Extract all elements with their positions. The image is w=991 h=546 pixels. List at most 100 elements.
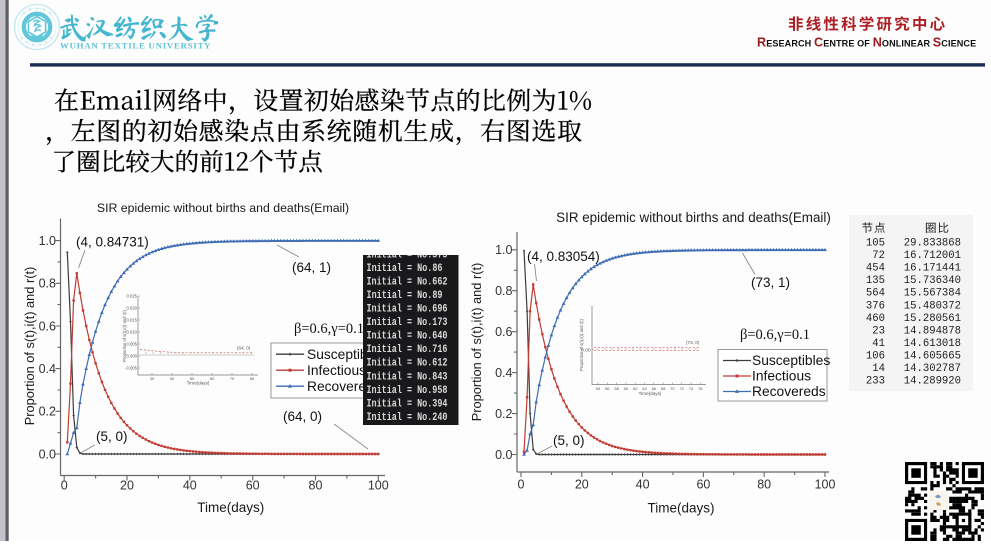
svg-text:(64, 0): (64, 0): [237, 346, 251, 351]
svg-text:Infectious: Infectious: [307, 363, 366, 378]
svg-text:70: 70: [230, 376, 235, 381]
svg-text:106: 106: [866, 351, 885, 363]
svg-text:66: 66: [652, 386, 657, 391]
svg-text:Time(days): Time(days): [639, 391, 662, 396]
svg-text:(73, 1): (73, 1): [751, 275, 790, 290]
svg-text:72: 72: [679, 386, 684, 391]
svg-text:0.010: 0.010: [127, 330, 138, 335]
svg-text:23: 23: [872, 325, 885, 337]
svg-text:0.4: 0.4: [495, 366, 512, 380]
svg-text:S: S: [933, 36, 942, 50]
svg-text:40: 40: [170, 376, 175, 381]
svg-text:29.833868: 29.833868: [904, 238, 961, 250]
svg-text:70: 70: [670, 386, 675, 391]
svg-text:50: 50: [190, 376, 195, 381]
svg-text:80: 80: [757, 478, 771, 492]
svg-text:ESEARCH: ESEARCH: [766, 39, 811, 49]
svg-text:Initial = No.394: Initial = No.394: [367, 398, 448, 410]
svg-text:Initial = No.89: Initial = No.89: [367, 290, 443, 302]
svg-text:0.005: 0.005: [127, 342, 138, 347]
svg-text:Time(days): Time(days): [197, 500, 264, 515]
svg-text:R: R: [757, 36, 766, 50]
svg-text:100: 100: [368, 479, 389, 493]
svg-text:14.613018: 14.613018: [904, 338, 961, 350]
svg-text:0.000: 0.000: [127, 354, 138, 359]
svg-text:60: 60: [246, 479, 260, 493]
svg-text:72: 72: [872, 250, 885, 262]
svg-text:Recovereds: Recovereds: [752, 384, 826, 399]
svg-text:20: 20: [120, 479, 134, 493]
svg-text:(64, 1): (64, 1): [292, 260, 331, 275]
svg-text:41: 41: [872, 338, 885, 350]
svg-text:Initial = No.696: Initial = No.696: [367, 304, 448, 316]
svg-text:56: 56: [605, 386, 610, 391]
svg-text:-0.005: -0.005: [125, 366, 138, 371]
svg-text:(4, 0.83054): (4, 0.83054): [527, 249, 600, 264]
svg-text:Proportion of s(t),i(t) and r(: Proportion of s(t),i(t) and r(t): [579, 318, 584, 370]
svg-text:15.280561: 15.280561: [904, 313, 961, 325]
svg-text:74: 74: [689, 386, 694, 391]
svg-text:15.567384: 15.567384: [904, 288, 961, 300]
svg-text:233: 233: [866, 376, 885, 388]
svg-text:0.6: 0.6: [495, 325, 512, 339]
svg-text:16.712001: 16.712001: [904, 250, 961, 262]
svg-text:0.8: 0.8: [39, 277, 56, 291]
svg-text:Recovereds: Recovereds: [307, 379, 381, 394]
svg-text:SIR epidemic without births an: SIR epidemic without births and deaths(E…: [556, 210, 831, 225]
svg-text:60: 60: [210, 376, 215, 381]
svg-text:0.0: 0.0: [39, 447, 56, 461]
svg-text:0.2: 0.2: [495, 407, 512, 421]
svg-text:14.302787: 14.302787: [904, 363, 961, 375]
svg-text:(5, 0): (5, 0): [553, 433, 585, 448]
svg-text:60: 60: [624, 386, 629, 391]
svg-text:0: 0: [518, 478, 525, 492]
svg-text:Proportion of s(t),i(t) and r(: Proportion of s(t),i(t) and r(t): [122, 309, 127, 361]
svg-text:Infectious: Infectious: [752, 369, 811, 384]
svg-text:0.6: 0.6: [39, 319, 56, 333]
svg-text:62: 62: [633, 386, 638, 391]
svg-text:0.4: 0.4: [39, 362, 56, 376]
svg-text:54: 54: [596, 386, 601, 391]
svg-text:β=0.6,γ=0.1: β=0.6,γ=0.1: [294, 321, 364, 337]
svg-text:(5, 0): (5, 0): [96, 429, 128, 444]
svg-text:60: 60: [696, 478, 710, 492]
svg-text:0.8: 0.8: [495, 284, 512, 298]
svg-text:0.0: 0.0: [495, 448, 512, 462]
svg-text:Initial = No.240: Initial = No.240: [367, 412, 448, 424]
svg-text:1.0: 1.0: [39, 234, 56, 248]
svg-text:Initial = No.958: Initial = No.958: [367, 385, 448, 397]
svg-text:0.020: 0.020: [127, 306, 138, 311]
svg-text:Proportion of s(t),i(t) and r(: Proportion of s(t),i(t) and r(t): [22, 267, 37, 426]
svg-text:376: 376: [866, 300, 885, 312]
svg-text:Initial = No.86: Initial = No.86: [367, 263, 443, 275]
svg-text:N: N: [873, 36, 882, 50]
svg-text:Initial = No.716: Initial = No.716: [367, 344, 448, 356]
svg-text:Initial = No.640: Initial = No.640: [367, 331, 448, 343]
svg-text:(4, 0.84731): (4, 0.84731): [76, 235, 149, 250]
svg-text:CIENCE: CIENCE: [941, 39, 976, 49]
svg-text:68: 68: [661, 386, 666, 391]
svg-text:460: 460: [866, 313, 885, 325]
svg-text:0.2: 0.2: [39, 405, 56, 419]
svg-text:14.605665: 14.605665: [904, 351, 961, 363]
svg-text:15.736340: 15.736340: [904, 275, 961, 287]
svg-text:Time(days): Time(days): [187, 381, 210, 386]
svg-text:14.894878: 14.894878: [904, 325, 961, 337]
svg-text:454: 454: [866, 263, 885, 275]
svg-text:ONLINEAR: ONLINEAR: [882, 39, 931, 49]
svg-text:Susceptibles: Susceptibles: [752, 353, 830, 368]
svg-text:100: 100: [815, 478, 836, 492]
svg-text:(73, 0): (73, 0): [686, 340, 700, 345]
svg-text:15.480372: 15.480372: [904, 300, 961, 312]
svg-text:C: C: [814, 36, 823, 50]
svg-text:76: 76: [698, 386, 703, 391]
svg-text:Initial = No.173: Initial = No.173: [367, 317, 448, 329]
svg-text:14.289920: 14.289920: [904, 376, 961, 388]
svg-text:58: 58: [614, 386, 619, 391]
svg-text:ENTRE OF: ENTRE OF: [823, 39, 870, 49]
svg-text:80: 80: [250, 376, 255, 381]
svg-text:40: 40: [636, 478, 650, 492]
svg-text:64: 64: [642, 386, 647, 391]
svg-text:40: 40: [183, 479, 197, 493]
svg-text:β=0.6,γ=0.1: β=0.6,γ=0.1: [740, 327, 810, 343]
